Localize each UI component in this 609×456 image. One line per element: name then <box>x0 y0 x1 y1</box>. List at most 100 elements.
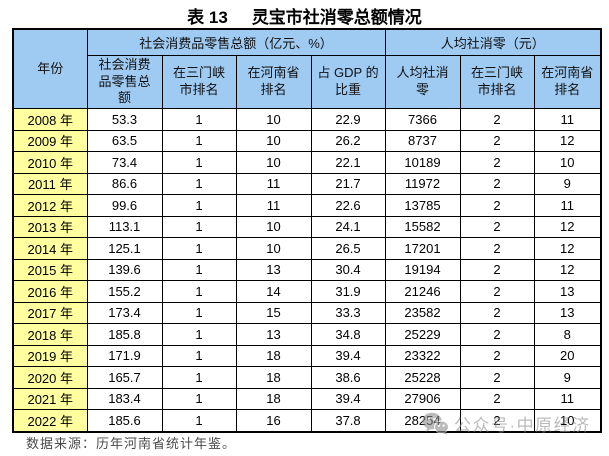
cell-per-capita: 25228 <box>384 366 461 389</box>
cell-henan-rank: 18 <box>235 387 312 410</box>
cell-henan-rank-2: 12 <box>533 258 602 281</box>
table-row: 2020 年 165.7 1 18 38.6 25228 2 9 <box>12 366 602 389</box>
cell-sanmenxia-rank-2: 2 <box>459 194 535 217</box>
year-cell: 2014 年 <box>12 237 88 260</box>
statistics-table: 年份 社会消费品零售总额（亿元、%） 人均社消零（元） 社会消费品零售总额 在三… <box>12 28 602 433</box>
cell-gdp-share: 21.7 <box>310 172 386 195</box>
year-cell: 2022 年 <box>12 409 88 432</box>
year-cell: 2017 年 <box>12 301 88 324</box>
table-row: 2019 年 171.9 1 18 39.4 23322 2 20 <box>12 344 602 367</box>
cell-henan-rank: 10 <box>235 151 312 174</box>
cell-retail-total: 185.6 <box>86 409 163 432</box>
cell-sanmenxia-rank-2: 2 <box>459 301 535 324</box>
cell-sanmenxia-rank-2: 2 <box>459 151 535 174</box>
cell-retail-total: 173.4 <box>86 301 163 324</box>
cell-retail-total: 73.4 <box>86 151 163 174</box>
cell-henan-rank-2: 12 <box>533 237 602 260</box>
table-row: 2022 年 185.6 1 16 37.8 28254 2 10 <box>12 409 602 432</box>
table-row: 2012 年 99.6 1 11 22.6 13785 2 11 <box>12 194 602 217</box>
cell-gdp-share: 34.8 <box>310 323 386 346</box>
cell-retail-total: 86.6 <box>86 172 163 195</box>
cell-henan-rank-2: 10 <box>533 409 602 432</box>
cell-per-capita: 19194 <box>384 258 461 281</box>
cell-sanmenxia-rank: 1 <box>161 108 237 131</box>
cell-retail-total: 125.1 <box>86 237 163 260</box>
cell-per-capita: 25229 <box>384 323 461 346</box>
table-row: 2021 年 183.4 1 18 39.4 27906 2 11 <box>12 387 602 410</box>
cell-gdp-share: 22.9 <box>310 108 386 131</box>
cell-henan-rank: 13 <box>235 258 312 281</box>
cell-retail-total: 99.6 <box>86 194 163 217</box>
table-body: 2008 年 53.3 1 10 22.9 7366 2 11 2009 年 6… <box>12 108 602 432</box>
table-row: 2008 年 53.3 1 10 22.9 7366 2 11 <box>12 108 602 131</box>
cell-per-capita: 10189 <box>384 151 461 174</box>
cell-gdp-share: 24.1 <box>310 215 386 238</box>
cell-henan-rank-2: 11 <box>533 108 602 131</box>
cell-gdp-share: 31.9 <box>310 280 386 303</box>
cell-per-capita: 11972 <box>384 172 461 195</box>
cell-gdp-share: 26.2 <box>310 129 386 152</box>
year-cell: 2008 年 <box>12 108 88 131</box>
cell-henan-rank: 10 <box>235 237 312 260</box>
cell-per-capita: 17201 <box>384 237 461 260</box>
cell-sanmenxia-rank-2: 2 <box>459 258 535 281</box>
cell-per-capita: 15582 <box>384 215 461 238</box>
cell-henan-rank: 18 <box>235 366 312 389</box>
cell-retail-total: 183.4 <box>86 387 163 410</box>
cell-sanmenxia-rank: 1 <box>161 301 237 324</box>
cell-sanmenxia-rank-2: 2 <box>459 366 535 389</box>
year-cell: 2010 年 <box>12 151 88 174</box>
cell-sanmenxia-rank: 1 <box>161 387 237 410</box>
col-header-sanmenxia-rank-2: 在三门峡市排名 <box>459 55 535 109</box>
cell-sanmenxia-rank: 1 <box>161 323 237 346</box>
cell-henan-rank-2: 13 <box>533 280 602 303</box>
cell-henan-rank: 10 <box>235 108 312 131</box>
cell-sanmenxia-rank-2: 2 <box>459 108 535 131</box>
data-source-note: 数据来源：历年河南省统计年鉴。 <box>26 436 237 451</box>
cell-gdp-share: 37.8 <box>310 409 386 432</box>
cell-henan-rank-2: 20 <box>533 344 602 367</box>
cell-henan-rank: 15 <box>235 301 312 324</box>
col-header-henan-rank: 在河南省排名 <box>235 55 312 109</box>
cell-retail-total: 165.7 <box>86 366 163 389</box>
group-header-retail-total: 社会消费品零售总额（亿元、%） <box>86 28 386 56</box>
cell-henan-rank: 14 <box>235 280 312 303</box>
cell-henan-rank: 11 <box>235 194 312 217</box>
table-row: 2016 年 155.2 1 14 31.9 21246 2 13 <box>12 280 602 303</box>
cell-sanmenxia-rank-2: 2 <box>459 172 535 195</box>
watermark-label: 公众号·中原经济 <box>454 416 591 435</box>
cell-henan-rank-2: 10 <box>533 151 602 174</box>
cell-henan-rank-2: 9 <box>533 172 602 195</box>
cell-retail-total: 155.2 <box>86 280 163 303</box>
page-title: 表 13 灵宝市社消零总额情况 <box>0 3 609 28</box>
cell-henan-rank-2: 8 <box>533 323 602 346</box>
table-header: 年份 社会消费品零售总额（亿元、%） 人均社消零（元） 社会消费品零售总额 在三… <box>12 28 602 109</box>
col-header-retail-total: 社会消费品零售总额 <box>86 55 163 109</box>
table-number-label: 表 13 <box>187 8 228 27</box>
cell-per-capita: 8737 <box>384 129 461 152</box>
year-cell: 2011 年 <box>12 172 88 195</box>
cell-sanmenxia-rank-2: 2 <box>459 323 535 346</box>
cell-sanmenxia-rank-2: 2 <box>459 344 535 367</box>
cell-per-capita: 21246 <box>384 280 461 303</box>
cell-per-capita: 13785 <box>384 194 461 217</box>
cell-henan-rank-2: 9 <box>533 366 602 389</box>
cell-henan-rank-2: 12 <box>533 215 602 238</box>
cell-henan-rank: 16 <box>235 409 312 432</box>
cell-sanmenxia-rank: 1 <box>161 280 237 303</box>
table-row: 2018 年 185.8 1 13 34.8 25229 2 8 <box>12 323 602 346</box>
cell-per-capita: 7366 <box>384 108 461 131</box>
year-cell: 2020 年 <box>12 366 88 389</box>
year-cell: 2012 年 <box>12 194 88 217</box>
cell-henan-rank-2: 11 <box>533 387 602 410</box>
table-row: 2013 年 113.1 1 10 24.1 15582 2 12 <box>12 215 602 238</box>
col-header-sanmenxia-rank: 在三门峡市排名 <box>161 55 237 109</box>
cell-sanmenxia-rank-2: 2 <box>459 387 535 410</box>
cell-sanmenxia-rank: 1 <box>161 409 237 432</box>
cell-gdp-share: 33.3 <box>310 301 386 324</box>
cell-sanmenxia-rank: 1 <box>161 129 237 152</box>
cell-sanmenxia-rank: 1 <box>161 258 237 281</box>
cell-henan-rank-2: 12 <box>533 129 602 152</box>
year-cell: 2016 年 <box>12 280 88 303</box>
year-cell: 2018 年 <box>12 323 88 346</box>
